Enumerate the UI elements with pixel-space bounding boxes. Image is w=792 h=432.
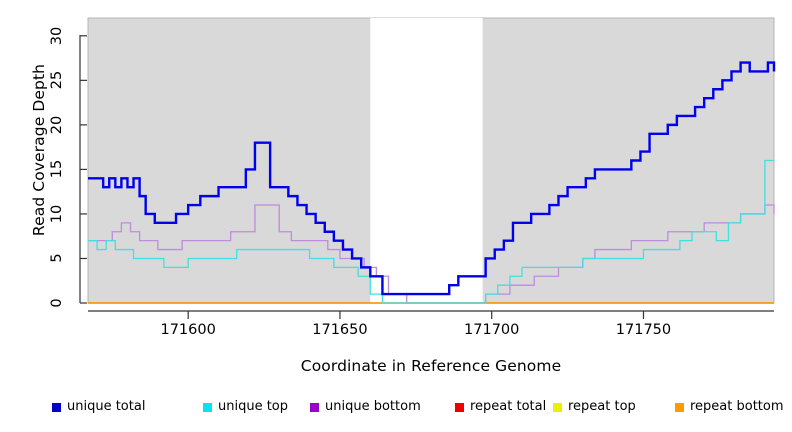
uncovered-region-band [370, 18, 483, 303]
legend-label: repeat top [568, 399, 636, 414]
legend-item-repeat-bottom[interactable]: repeat bottom [675, 396, 784, 418]
legend-swatch-icon [52, 402, 61, 412]
legend-swatch-icon [203, 402, 212, 412]
legend-label: unique total [67, 399, 146, 414]
legend-item-unique-total[interactable]: unique total [52, 396, 145, 418]
x-tick-label: 171600 [160, 322, 216, 338]
chart-legend: unique total unique top unique bottom repea… [0, 396, 792, 418]
legend-swatch-icon [310, 402, 319, 412]
y-tick-label: 15 [49, 160, 65, 179]
x-tick-label: 171700 [464, 322, 520, 338]
y-tick-label: 10 [49, 204, 65, 224]
y-tick-label: 0 [49, 298, 65, 308]
legend-label: repeat bottom [690, 399, 784, 414]
legend-swatch-icon [675, 402, 684, 412]
x-tick-label: 171650 [312, 322, 368, 338]
y-tick-label: 30 [49, 26, 65, 46]
x-tick-label: 171750 [615, 322, 672, 338]
legend-label: unique bottom [325, 399, 421, 414]
y-tick-label: 20 [49, 115, 65, 135]
series-unique-top [88, 159, 774, 304]
legend-label: repeat total [470, 399, 547, 414]
series-unique-total [88, 61, 776, 296]
legend-swatch-icon [455, 402, 464, 412]
legend-item-unique-bottom[interactable]: unique bottom [310, 396, 421, 418]
legend-item-repeat-top[interactable]: repeat top [553, 396, 636, 418]
x-axis-title: Coordinate in Reference Genome [300, 357, 562, 375]
legend-item-repeat-total[interactable]: repeat total [455, 396, 546, 418]
y-tick-label: 5 [49, 253, 65, 264]
legend-item-unique-top[interactable]: unique top [203, 396, 288, 418]
legend-label: unique top [218, 399, 289, 414]
y-tick-label: 25 [49, 71, 65, 90]
legend-swatch-icon [553, 402, 562, 412]
